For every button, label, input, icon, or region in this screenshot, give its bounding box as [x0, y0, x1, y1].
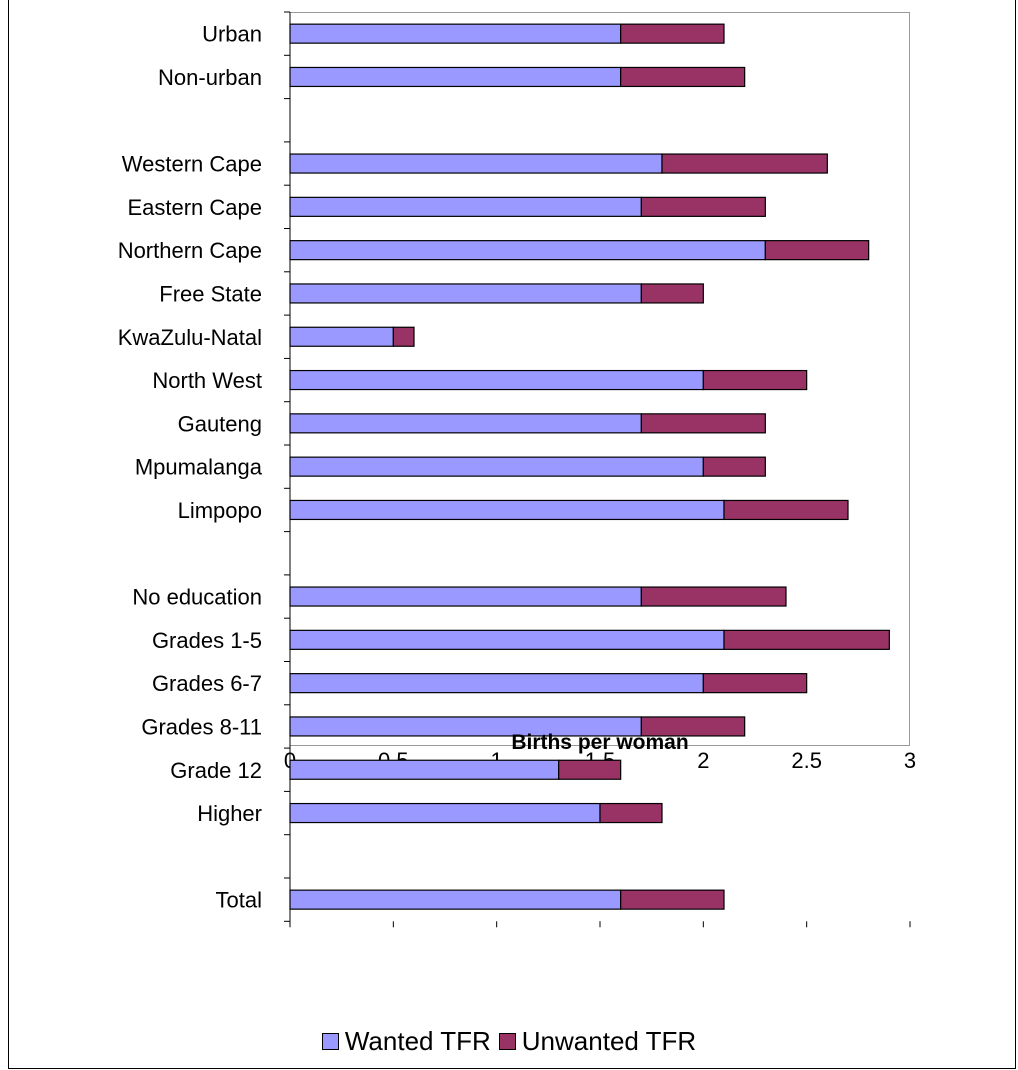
category-label: Free State [159, 281, 262, 306]
category-label: Urban [202, 22, 262, 47]
category-label: Limpopo [178, 498, 262, 523]
bar-wanted [289, 586, 642, 607]
chart-frame [8, 0, 1016, 1069]
bar-unwanted [620, 66, 746, 88]
bar-unwanted [702, 456, 766, 477]
bar-unwanted [620, 889, 725, 910]
bar-wanted [289, 240, 766, 261]
bar-unwanted [640, 413, 766, 434]
bar-unwanted [723, 499, 849, 521]
legend-label: Unwanted TFR [521, 1026, 697, 1056]
bar-wanted [289, 629, 725, 650]
bar-wanted [289, 456, 704, 477]
category-label: Grades 1-5 [152, 628, 262, 653]
category-label: Grades 8-11 [141, 714, 262, 739]
category-label: Western Cape [122, 152, 262, 177]
bar-unwanted [392, 326, 415, 347]
category-label: Higher [197, 801, 262, 826]
category-label: Northern Cape [118, 238, 262, 263]
category-label: No education [132, 585, 262, 610]
bar-unwanted [661, 153, 828, 174]
category-label: Eastern Cape [127, 195, 262, 220]
bar-wanted [289, 759, 560, 780]
bar-unwanted [640, 283, 704, 304]
x-axis-label: Births per woman [511, 731, 689, 754]
x-tick-label: 2.5 [791, 748, 822, 773]
category-label: Non-urban [158, 65, 262, 90]
bar-wanted [289, 499, 725, 521]
plot-area [290, 12, 910, 746]
category-label: Total [216, 888, 262, 913]
bar-wanted [289, 283, 642, 304]
x-tick-label: 3 [904, 748, 916, 773]
bar-wanted [289, 326, 394, 347]
legend-swatch [321, 1033, 339, 1050]
bar-unwanted [702, 369, 808, 391]
bar-unwanted [640, 716, 746, 737]
bar-unwanted [620, 23, 725, 44]
bar-unwanted [640, 586, 787, 607]
bar-wanted [289, 153, 663, 174]
bar-wanted [289, 196, 642, 217]
bar-wanted [289, 66, 622, 88]
category-label: Gauteng [178, 411, 262, 436]
bar-wanted [289, 673, 704, 694]
x-tick-label: 2 [697, 748, 709, 773]
category-label: North West [152, 368, 262, 393]
bar-wanted [289, 889, 622, 910]
legend: Wanted TFR Unwanted TFR [0, 1026, 1018, 1057]
bar-wanted [289, 369, 704, 391]
bar-unwanted [764, 240, 870, 261]
bar-wanted [289, 23, 622, 44]
bar-unwanted [558, 759, 622, 780]
bar-unwanted [599, 802, 663, 824]
bar-unwanted [640, 196, 766, 217]
legend-item: Unwanted TFR [498, 1026, 697, 1057]
bar-unwanted [702, 673, 808, 694]
legend-swatch [498, 1033, 516, 1050]
bar-unwanted [723, 629, 890, 650]
category-label: Grade 12 [170, 758, 262, 783]
legend-item: Wanted TFR [321, 1026, 491, 1057]
category-label: KwaZulu-Natal [118, 325, 262, 350]
legend-label: Wanted TFR [344, 1026, 491, 1056]
category-label: Grades 6-7 [152, 671, 262, 696]
bar-wanted [289, 802, 601, 824]
bar-wanted [289, 413, 642, 434]
category-label: Mpumalanga [135, 455, 263, 480]
